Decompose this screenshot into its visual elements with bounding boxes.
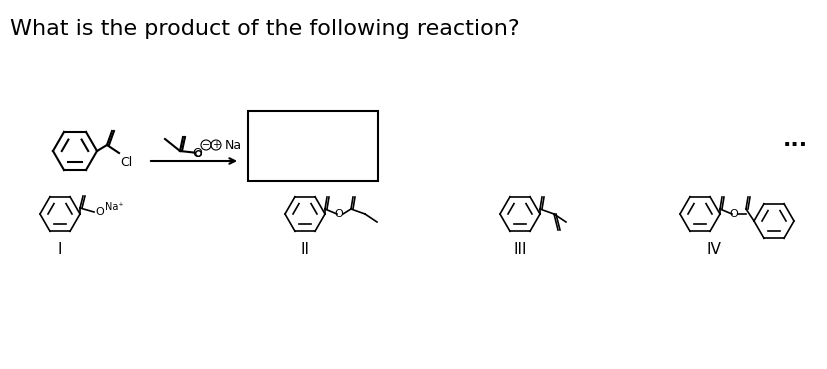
Text: IV: IV xyxy=(705,241,720,256)
Text: III: III xyxy=(513,241,526,256)
Text: O: O xyxy=(729,209,738,219)
Text: Na: Na xyxy=(225,138,241,152)
Text: What is the product of the following reaction?: What is the product of the following rea… xyxy=(10,19,519,39)
Text: II: II xyxy=(300,241,309,256)
Text: Cl: Cl xyxy=(120,156,132,169)
Text: O: O xyxy=(334,209,343,219)
Text: −: − xyxy=(202,140,210,150)
Text: Na⁺: Na⁺ xyxy=(105,202,123,212)
Text: I: I xyxy=(58,241,62,256)
Text: O: O xyxy=(192,146,202,159)
Text: +: + xyxy=(212,140,220,150)
Text: O: O xyxy=(95,207,103,217)
FancyBboxPatch shape xyxy=(248,111,378,181)
Text: ...: ... xyxy=(782,130,806,150)
